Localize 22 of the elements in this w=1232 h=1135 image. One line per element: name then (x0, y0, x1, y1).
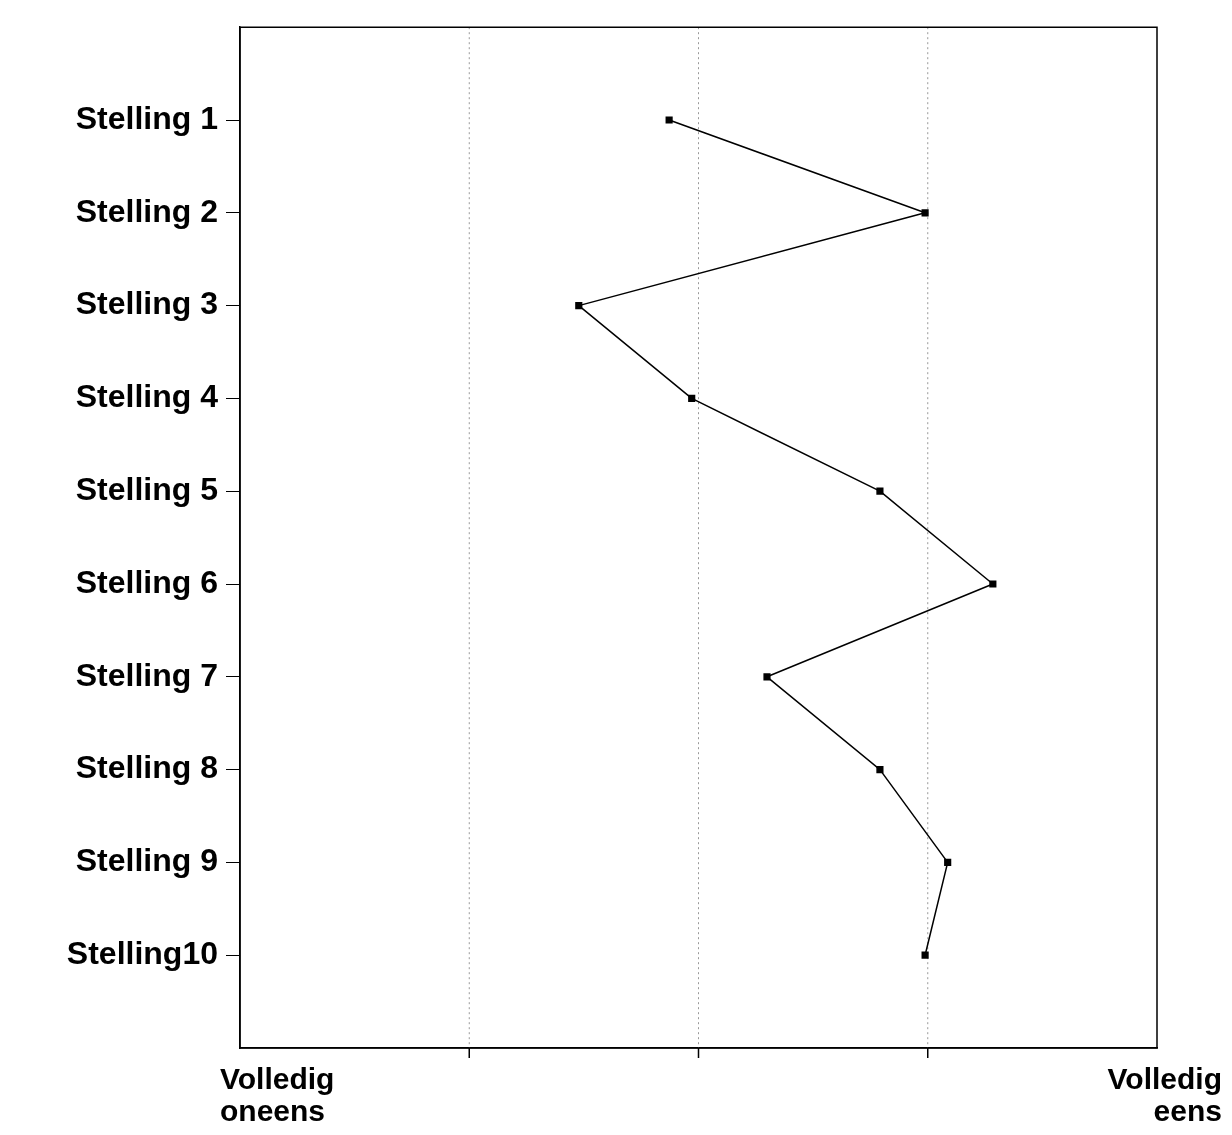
text: Volledig oneens (220, 1062, 335, 1128)
y-tick-label: Stelling 6 (75, 563, 218, 600)
point (921, 209, 929, 217)
point (944, 858, 952, 866)
point (876, 766, 884, 774)
point (876, 487, 884, 495)
point (763, 673, 771, 681)
y-tick-label: Stelling 4 (75, 378, 219, 415)
y-tick-label: Stelling 1 (75, 99, 218, 136)
y-tick-label: Stelling 7 (75, 656, 218, 693)
point (575, 302, 583, 310)
y-tick-label: Stelling 3 (75, 285, 218, 322)
point (989, 580, 997, 588)
y-tick-label: Stelling 5 (75, 471, 218, 508)
y-tick-label: Stelling 9 (75, 842, 218, 879)
text: Volledig eens (1107, 1062, 1222, 1128)
y-tick-label: Stelling 8 (75, 749, 218, 786)
point (665, 116, 673, 124)
point (688, 394, 696, 402)
y-tick-label: Stelling10 (66, 935, 218, 972)
y-tick-label: Stelling 2 (75, 192, 218, 229)
point (921, 951, 929, 959)
